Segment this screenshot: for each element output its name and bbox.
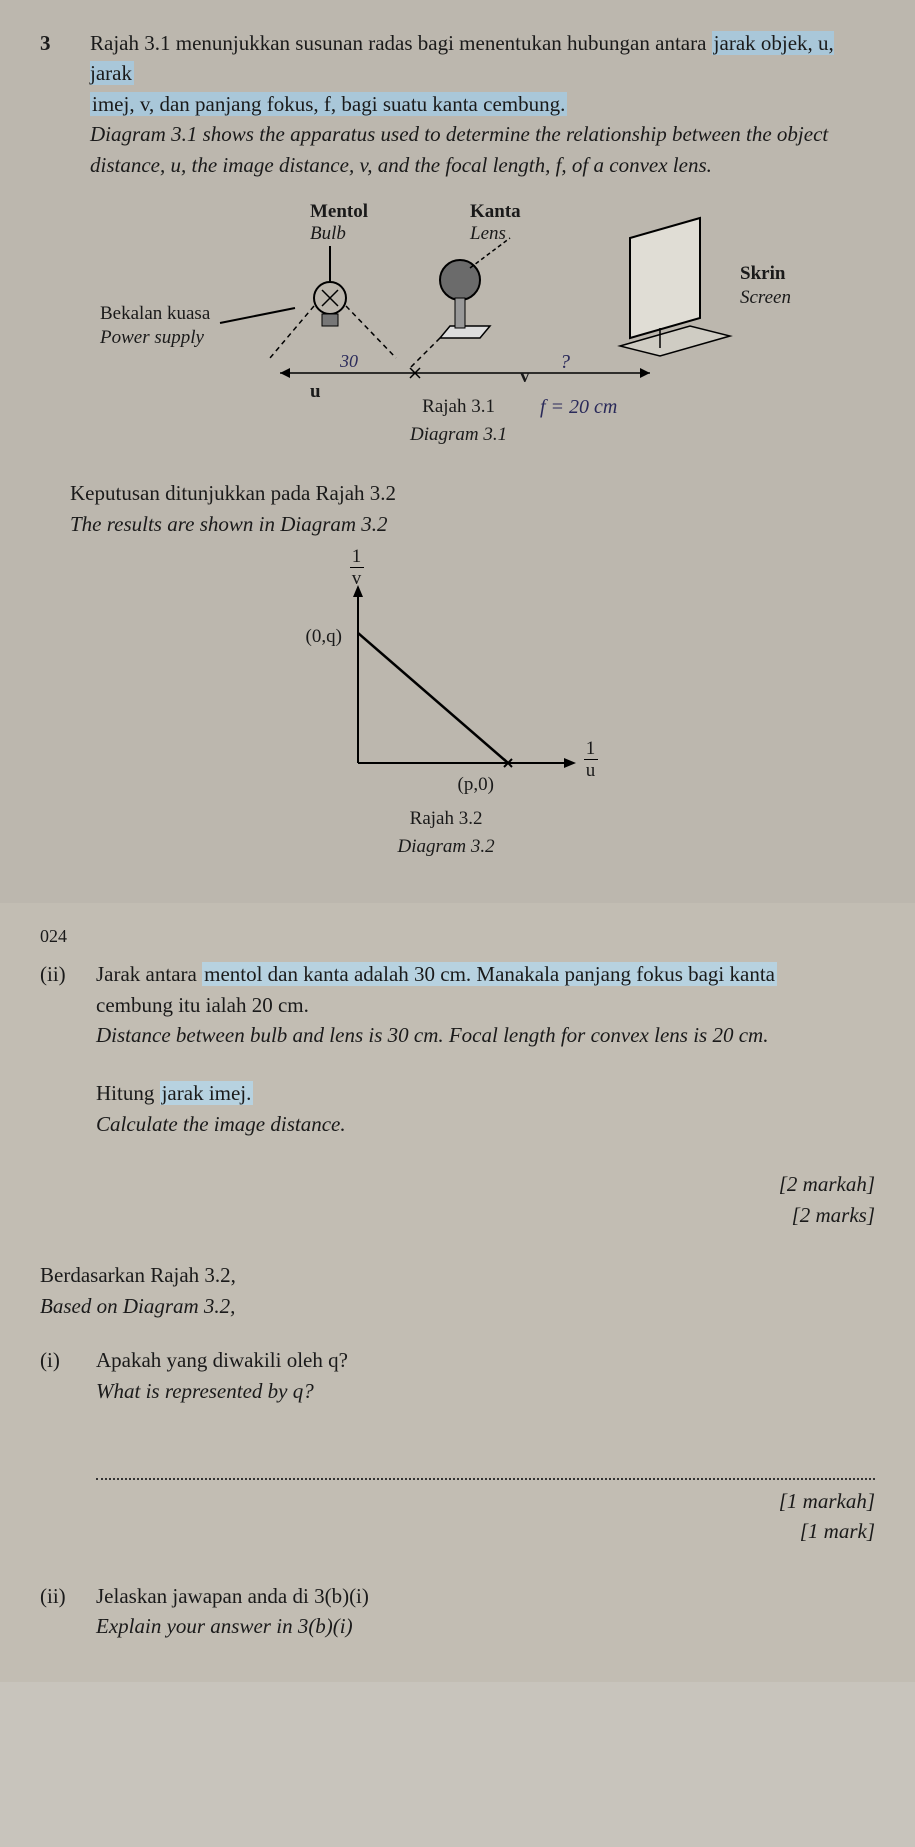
results-my: Keputusan ditunjukkan pada Rajah 3.2 — [70, 478, 875, 508]
calc-my-hl: jarak imej. — [160, 1081, 254, 1105]
graph-yintercept: (0,q) — [306, 623, 342, 651]
part-ii-my-pre: Jarak antara — [96, 962, 202, 986]
handwritten-30: 30 — [340, 348, 358, 374]
diag31-caption-my: Rajah 3.1 — [410, 393, 507, 421]
b-i-marks-en: [1 mark] — [96, 1516, 875, 1546]
q3-text-my: Rajah 3.1 menunjukkan susunan radas bagi… — [90, 28, 875, 89]
b-i-marks-my: [1 markah] — [96, 1486, 875, 1516]
graph-ylab-v: v — [350, 569, 364, 588]
graph-ylab-1: 1 — [350, 547, 364, 566]
results-en: The results are shown in Diagram 3.2 — [70, 509, 875, 539]
based-en: Based on Diagram 3.2, — [40, 1291, 875, 1321]
part-ii-marks-en: [2 marks] — [40, 1200, 875, 1230]
handwritten-f20: f = 20 cm — [540, 393, 617, 422]
b-i-num: (i) — [40, 1345, 96, 1551]
diagram-3-1: Bekalan kuasa Power supply Mentol Bulb K… — [100, 198, 875, 458]
b-ii-my: Jelaskan jawapan anda di 3(b)(i) — [96, 1581, 875, 1611]
graph-xlab-1: 1 — [584, 739, 598, 758]
label-v: v — [520, 363, 530, 391]
apparatus-svg — [100, 198, 860, 418]
b-ii-num: (ii) — [40, 1581, 96, 1642]
handwritten-question: ? — [560, 348, 570, 377]
answer-line — [96, 1456, 875, 1480]
diag31-caption-en: Diagram 3.1 — [410, 421, 507, 449]
q3-my-part1: Rajah 3.1 menunjukkan susunan radas bagi… — [90, 31, 712, 55]
diag32-caption-my: Rajah 3.2 — [398, 805, 495, 833]
question-number: 3 — [40, 28, 90, 180]
part-ii-my-hl1: mentol dan kanta adalah 30 cm. Manakala … — [202, 962, 777, 986]
diagram-3-2: 1 v 1 u (0,q) (p,0) Rajah 3.2 Diagram 3.… — [268, 553, 648, 873]
based-my: Berdasarkan Rajah 3.2, — [40, 1260, 875, 1290]
part-ii-marks-my: [2 markah] — [40, 1169, 875, 1199]
b-i-en: What is represented by q? — [96, 1376, 875, 1406]
b-ii-en: Explain your answer in 3(b)(i) — [96, 1611, 875, 1641]
calc-en: Calculate the image distance. — [96, 1109, 875, 1139]
graph-xlab-u: u — [584, 761, 598, 780]
calc-my-pre: Hitung — [96, 1081, 160, 1105]
part-ii-num: (ii) — [40, 959, 96, 1139]
part-ii-en: Distance between bulb and lens is 30 cm.… — [96, 1020, 875, 1050]
part-ii-my-2: cembung itu ialah 20 cm. — [96, 990, 875, 1020]
part-ii-my: Jarak antara mentol dan kanta adalah 30 … — [96, 959, 875, 989]
q3-my-hl2: imej, v, dan panjang fokus, f, bagi suat… — [90, 92, 567, 116]
q3-text-en: Diagram 3.1 shows the apparatus used to … — [90, 119, 875, 180]
diag32-caption-en: Diagram 3.2 — [398, 833, 495, 861]
b-i-my: Apakah yang diwakili oleh q? — [96, 1345, 875, 1375]
label-u: u — [310, 378, 321, 406]
page-year-fragment: 024 — [40, 923, 875, 949]
graph-xintercept: (p,0) — [458, 771, 494, 799]
